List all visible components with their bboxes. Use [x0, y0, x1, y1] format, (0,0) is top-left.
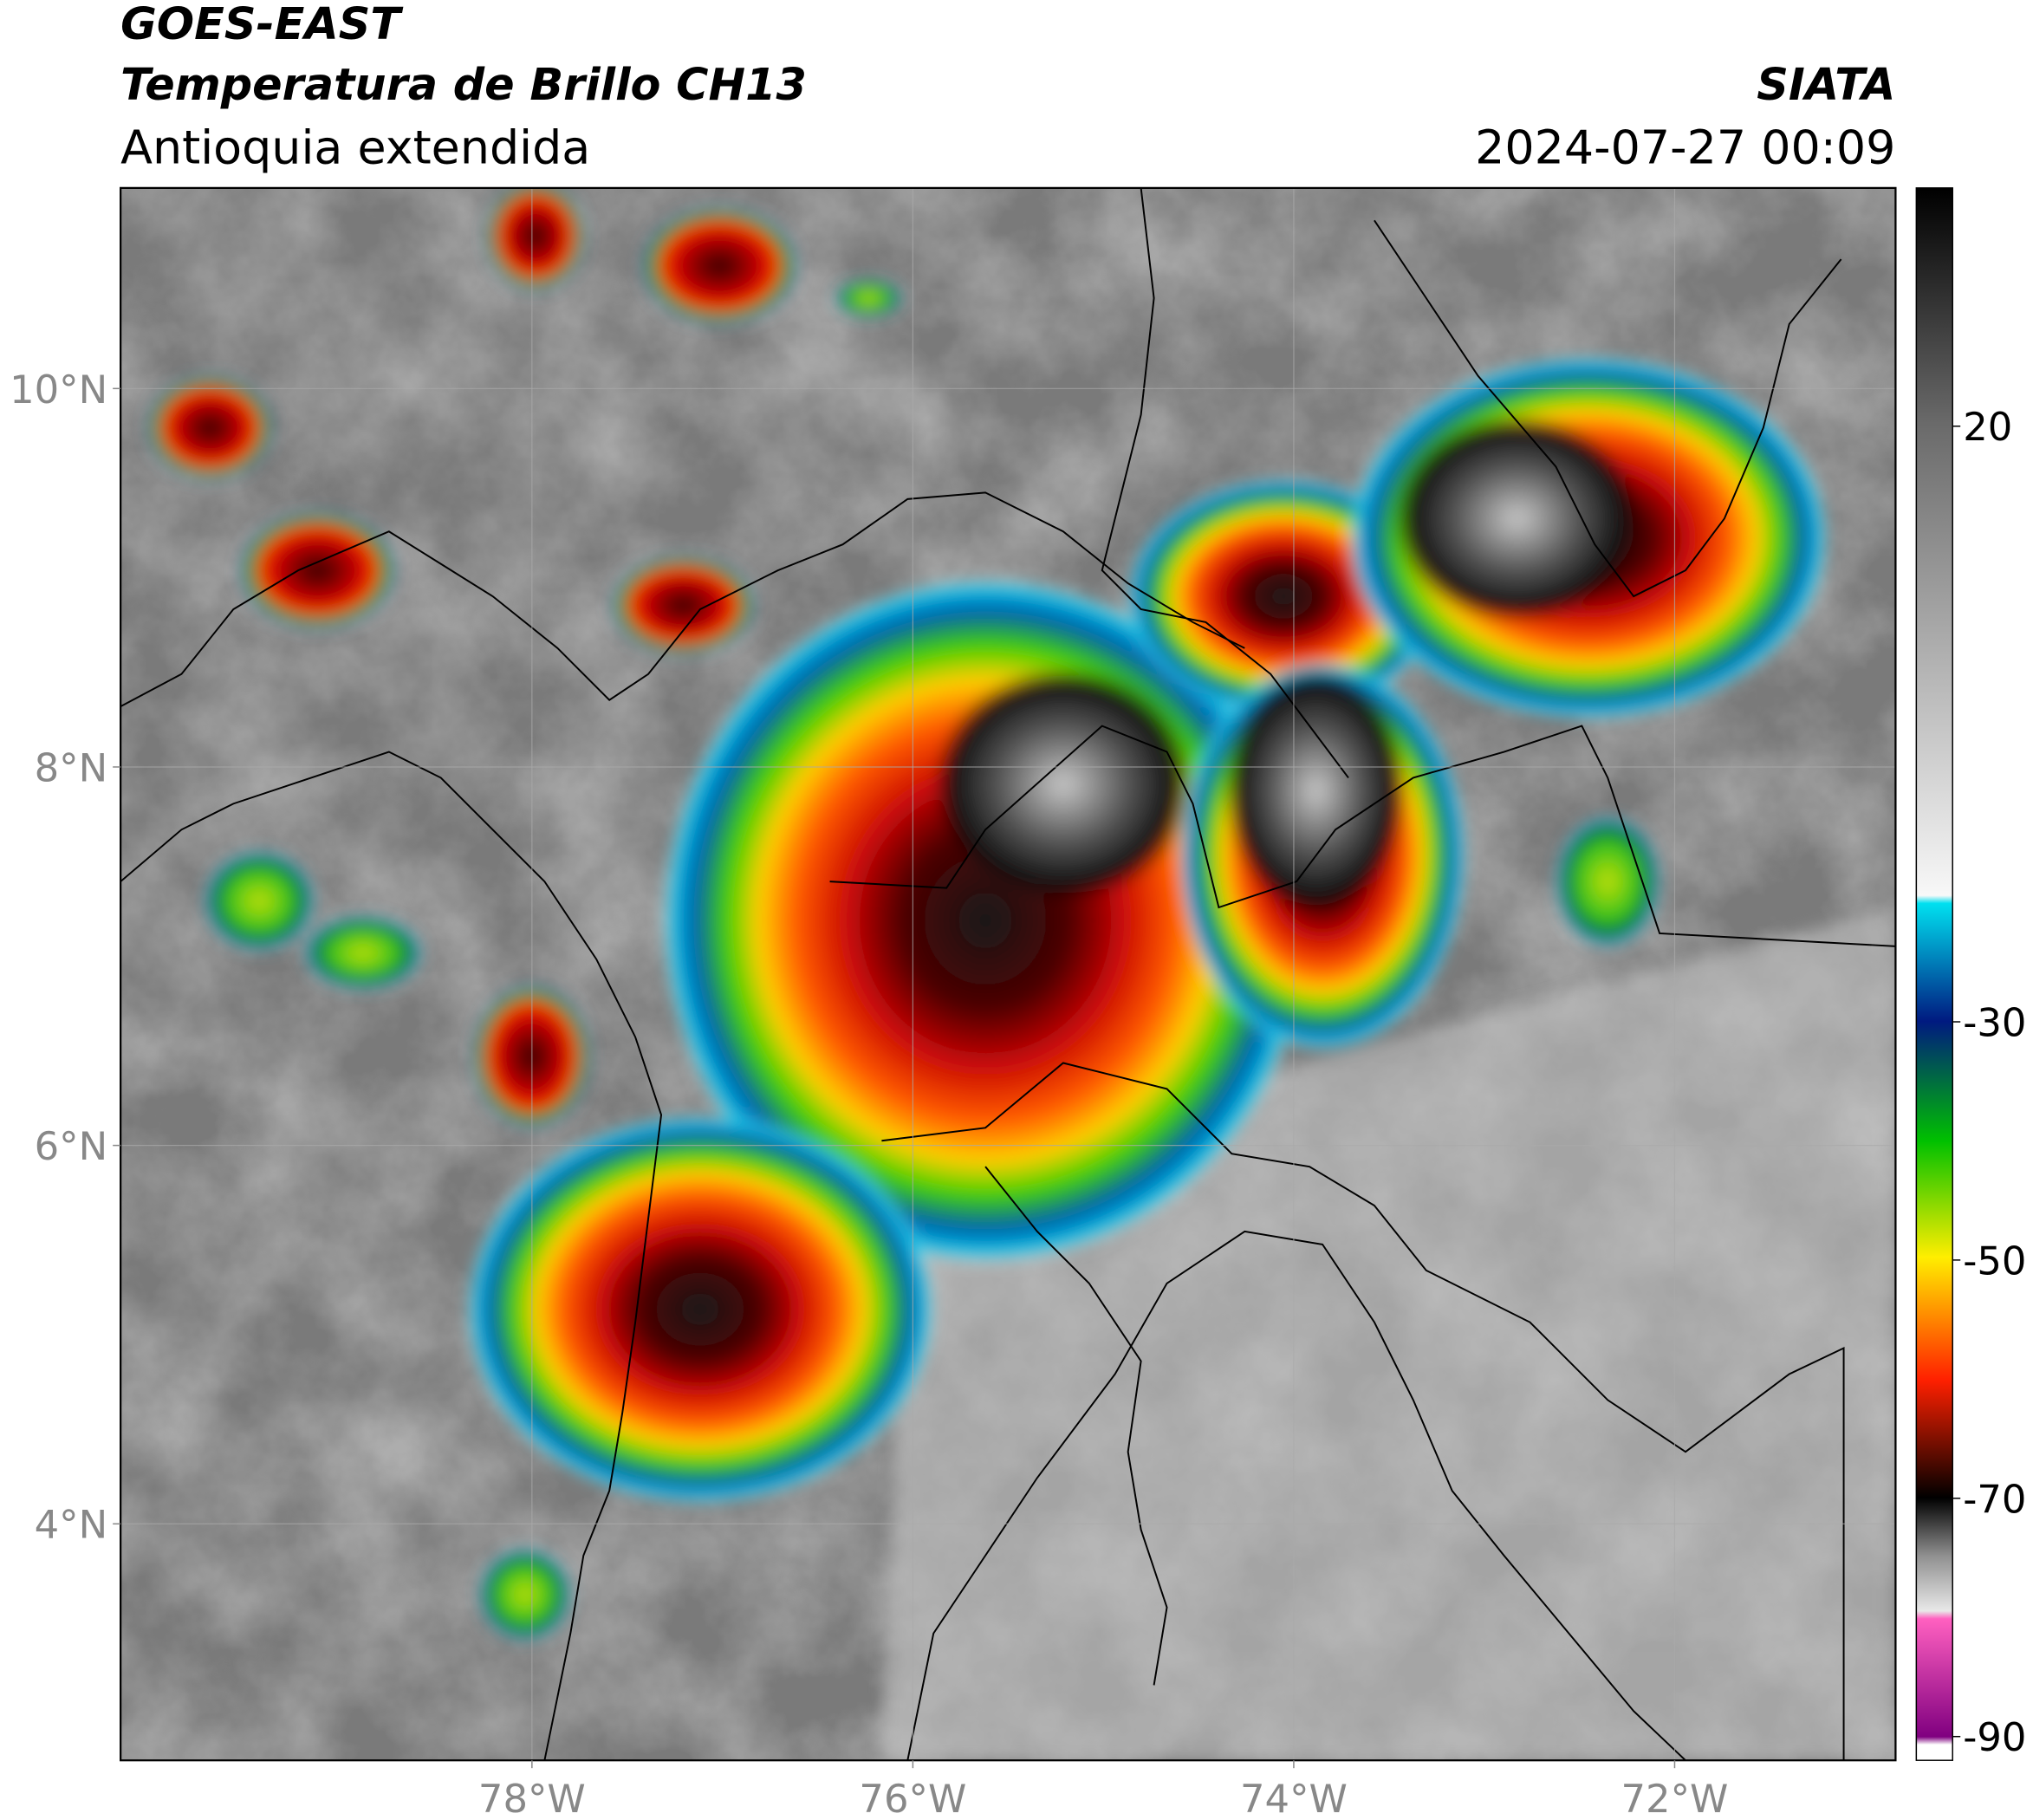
colorbar-tick-label: -50: [1963, 1238, 2026, 1284]
grid: [120, 187, 1896, 1761]
colorbar-tick-label: 20: [1963, 404, 2012, 450]
region: Antioquia extendida: [120, 120, 590, 174]
colorbar: [1915, 187, 1953, 1761]
y-tick-label: 4°N: [35, 1502, 108, 1548]
colorbar-tick-label: -30: [1963, 999, 2026, 1045]
borders: [120, 187, 1896, 1761]
colorbar-tick-label: -70: [1963, 1476, 2026, 1522]
storm-cells: [147, 187, 1828, 1641]
x-tick-label: 72°W: [1621, 1776, 1729, 1820]
product: Temperatura de Brillo CH13: [120, 59, 807, 110]
x-tick-label: 74°W: [1240, 1776, 1348, 1820]
y-tick-label: 10°N: [10, 367, 107, 413]
source: SIATA: [1757, 59, 1895, 110]
map-frame: [120, 186, 1897, 1762]
x-tick-label: 76°W: [859, 1776, 966, 1820]
datetime: 2024-07-27 00:09: [1475, 120, 1895, 174]
x-tick-label: 78°W: [478, 1776, 586, 1820]
colorbar-tick-label: -90: [1963, 1714, 2026, 1760]
satellite: GOES-EAST: [120, 0, 404, 49]
y-tick-label: 6°N: [35, 1123, 108, 1169]
y-tick-label: 8°N: [35, 744, 108, 790]
map: [120, 187, 1896, 1761]
